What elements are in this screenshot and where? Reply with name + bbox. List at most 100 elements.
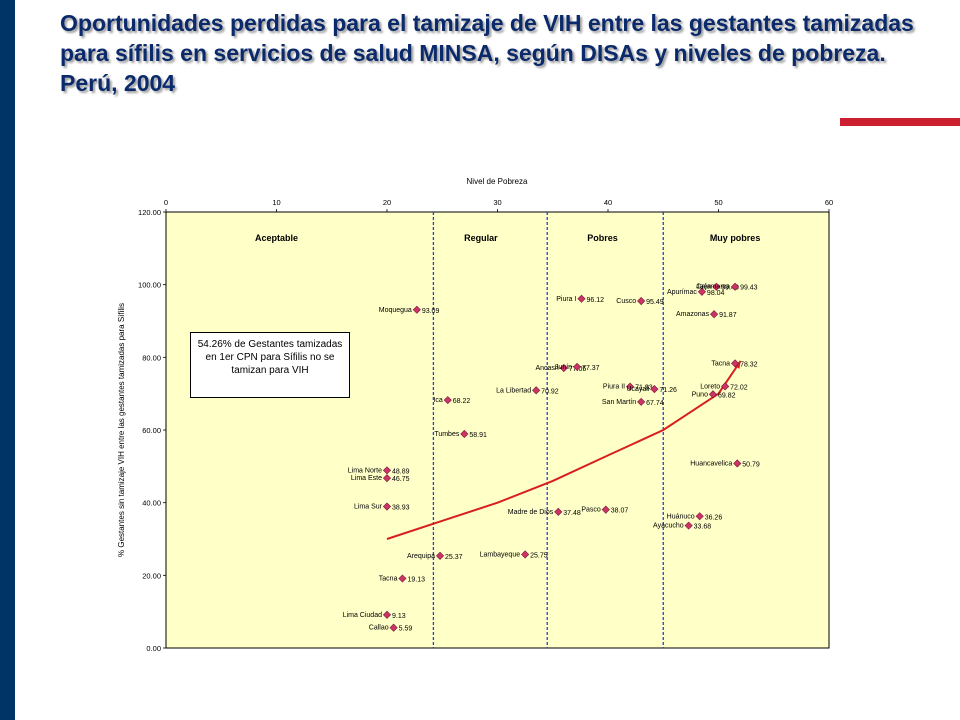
point-name-label: Moquegua [379, 307, 412, 314]
point-value-label: 36.26 [705, 514, 723, 521]
point-marker [637, 297, 646, 306]
point-name-label: Cusco [616, 298, 636, 305]
point-value-label: 77.37 [582, 365, 600, 372]
data-point: 71.26 Ucayali [626, 385, 677, 394]
point-name-label: Junín [555, 364, 572, 371]
point-marker [684, 521, 693, 530]
point-name-label: Huánuco [667, 513, 695, 520]
point-value-label: 91.87 [719, 312, 737, 319]
point-value-label: 9.13 [392, 613, 406, 620]
point-value-label: 33.68 [694, 524, 712, 531]
point-value-label: 58.91 [469, 432, 487, 439]
point-marker [412, 305, 421, 314]
point-value-label: 48.89 [392, 468, 410, 475]
y-tick-label: 100.00 [138, 281, 161, 290]
data-point: 98.04 Apurímac [667, 287, 725, 297]
y-tick-label: 60.00 [142, 426, 161, 435]
point-name-label: Madre de Dios [508, 509, 554, 516]
point-name-label: Ucayali [626, 386, 649, 393]
point-name-label: La Libertad [496, 387, 531, 394]
axes: 0 10 20 30 40 50 60 0.00 20.00 40.00 60.00 80.00 100… [138, 198, 833, 653]
point-marker [436, 551, 445, 560]
point-marker [460, 429, 469, 438]
point-name-label: Lima Ciudad [343, 612, 382, 619]
y-tick-label: 80.00 [142, 353, 161, 362]
annotation-box: 54.26% de Gestantes tamizadas en 1er CPN… [190, 332, 350, 398]
point-value-label: 95.49 [646, 299, 664, 306]
data-point: 71.93 Piura II [603, 382, 653, 392]
point-value-label: 98.04 [707, 290, 725, 297]
data-point: 38.07 Pasco [581, 505, 629, 515]
zone-label: Muy pobres [710, 233, 761, 243]
trend-line [386, 360, 742, 540]
point-name-label: Ica [433, 397, 442, 404]
point-value-label: 38.93 [392, 505, 410, 512]
point-value-label: 72.02 [730, 384, 748, 391]
y-tick-label: 0.00 [146, 644, 161, 653]
point-name-label: Cajamarca [696, 284, 730, 291]
point-name-label: Ayacucho [653, 523, 684, 530]
point-name-label: Lima Sur [354, 504, 383, 511]
point-name-label: Puno [692, 391, 708, 398]
data-point: 50.79 Huancavelica [690, 459, 760, 468]
point-value-label: 38.07 [611, 508, 629, 515]
point-value-label: 69.82 [718, 392, 736, 399]
x-tick-label: 50 [714, 198, 722, 207]
point-name-label: Apurímac [667, 289, 697, 296]
point-name-label: Lima Este [351, 475, 382, 482]
data-point: 36.26 Huánuco [667, 512, 723, 521]
point-marker [708, 390, 718, 399]
y-axis-title: % Gestantes sin tamizaje VIH entre las g… [117, 303, 126, 557]
point-name-label: Piura II [603, 384, 625, 391]
point-marker [710, 310, 719, 319]
point-marker [601, 505, 610, 514]
slide-title: Oportunidades perdidas para el tamizaje … [60, 10, 914, 96]
data-point: 33.68 Ayacucho [653, 521, 712, 531]
point-value-label: 93.09 [422, 308, 440, 315]
point-name-label: Huancavelica [690, 460, 732, 467]
x-tick-label: 20 [383, 198, 391, 207]
point-name-label: San Martín [602, 399, 636, 406]
point-value-label: 99.43 [721, 285, 739, 292]
data-point: 93.09 Moquegua [379, 305, 440, 315]
point-marker [573, 362, 582, 371]
data-point: 37.48 Madre de Dios [508, 507, 581, 517]
data-point: 38.93 Lima Sur [354, 502, 410, 512]
x-tick-label: 40 [604, 198, 612, 207]
point-name-label: Lambayeque [480, 551, 521, 558]
point-name-label: Callao [369, 625, 389, 632]
left-accent-bar [0, 0, 15, 720]
data-point: 25.75 Lambayeque [480, 550, 548, 559]
point-value-label: 71.93 [635, 385, 653, 392]
point-value-label: 25.75 [530, 552, 548, 559]
point-marker [577, 294, 586, 303]
y-tick-label: 40.00 [142, 499, 161, 508]
point-marker [521, 550, 530, 559]
point-value-label: 46.75 [392, 476, 410, 483]
point-name-label: Tacna [379, 575, 398, 582]
data-point: 72.02 Loreto [700, 382, 748, 391]
point-marker [532, 386, 541, 395]
point-marker [382, 474, 392, 483]
x-tick-label: 10 [272, 198, 280, 207]
point-name-label: Jaén [696, 284, 711, 291]
data-point: 5.59 Callao [369, 623, 413, 633]
point-value-label: 50.79 [742, 461, 760, 468]
point-marker [554, 507, 563, 516]
data-point: 19.13 Tacna [379, 574, 425, 583]
point-value-label: 5.59 [399, 626, 413, 633]
y-tick-label: 120.00 [138, 208, 161, 217]
point-marker [559, 364, 568, 373]
point-name-label: Arequipa [407, 553, 435, 560]
point-marker [695, 512, 704, 521]
point-name-label: Loreto [700, 383, 720, 390]
zone-label: Regular [464, 233, 498, 243]
x-tick-label: 30 [493, 198, 501, 207]
x-tick-label: 60 [825, 198, 833, 207]
point-marker [697, 287, 706, 296]
point-name-label: Tacna [711, 360, 730, 367]
point-marker [382, 610, 392, 619]
data-point: 48.89 Lima Norte [348, 466, 410, 475]
data-point: 9.13 Lima Ciudad [343, 610, 406, 620]
